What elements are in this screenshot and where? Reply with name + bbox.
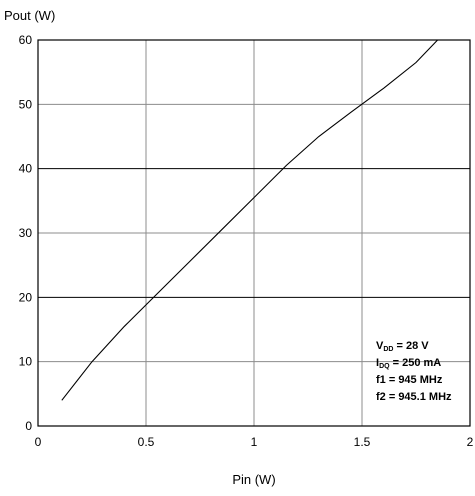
x-axis-label: Pin (W)	[232, 472, 275, 487]
x-tick-label-0: 0	[35, 435, 42, 449]
conditions-annotation: VDD = 28 V IDQ = 250 mA f1 = 945 MHz f2 = 9…	[376, 340, 452, 403]
x-tick-label-1: 0.5	[138, 435, 155, 449]
y-tick-label-1: 10	[19, 355, 33, 369]
y-axis-label: Pout (W)	[4, 8, 55, 23]
y-tick-label-3: 30	[19, 226, 33, 240]
annotation-line-0: VDD = 28 V	[376, 340, 429, 353]
series-line-0	[61, 39, 438, 401]
y-tick-label-2: 20	[19, 290, 33, 304]
y-tick-label-4: 40	[19, 162, 33, 176]
y-tick-label-5: 50	[19, 97, 33, 111]
plot-area-frame	[37, 39, 471, 427]
annotation-line-1: IDQ = 250 mA	[376, 357, 441, 370]
y-tick-label-6: 60	[19, 33, 33, 47]
annotation-line-3: f2 = 945.1 MHz	[376, 391, 452, 403]
series-layer	[61, 39, 438, 401]
x-tick-label-3: 1.5	[354, 435, 371, 449]
x-tick-label-4: 2	[467, 435, 474, 449]
annotation-line-2: f1 = 945 MHz	[376, 374, 443, 386]
y-tick-label-0: 0	[25, 419, 32, 433]
x-tick-label-2: 1	[251, 435, 258, 449]
